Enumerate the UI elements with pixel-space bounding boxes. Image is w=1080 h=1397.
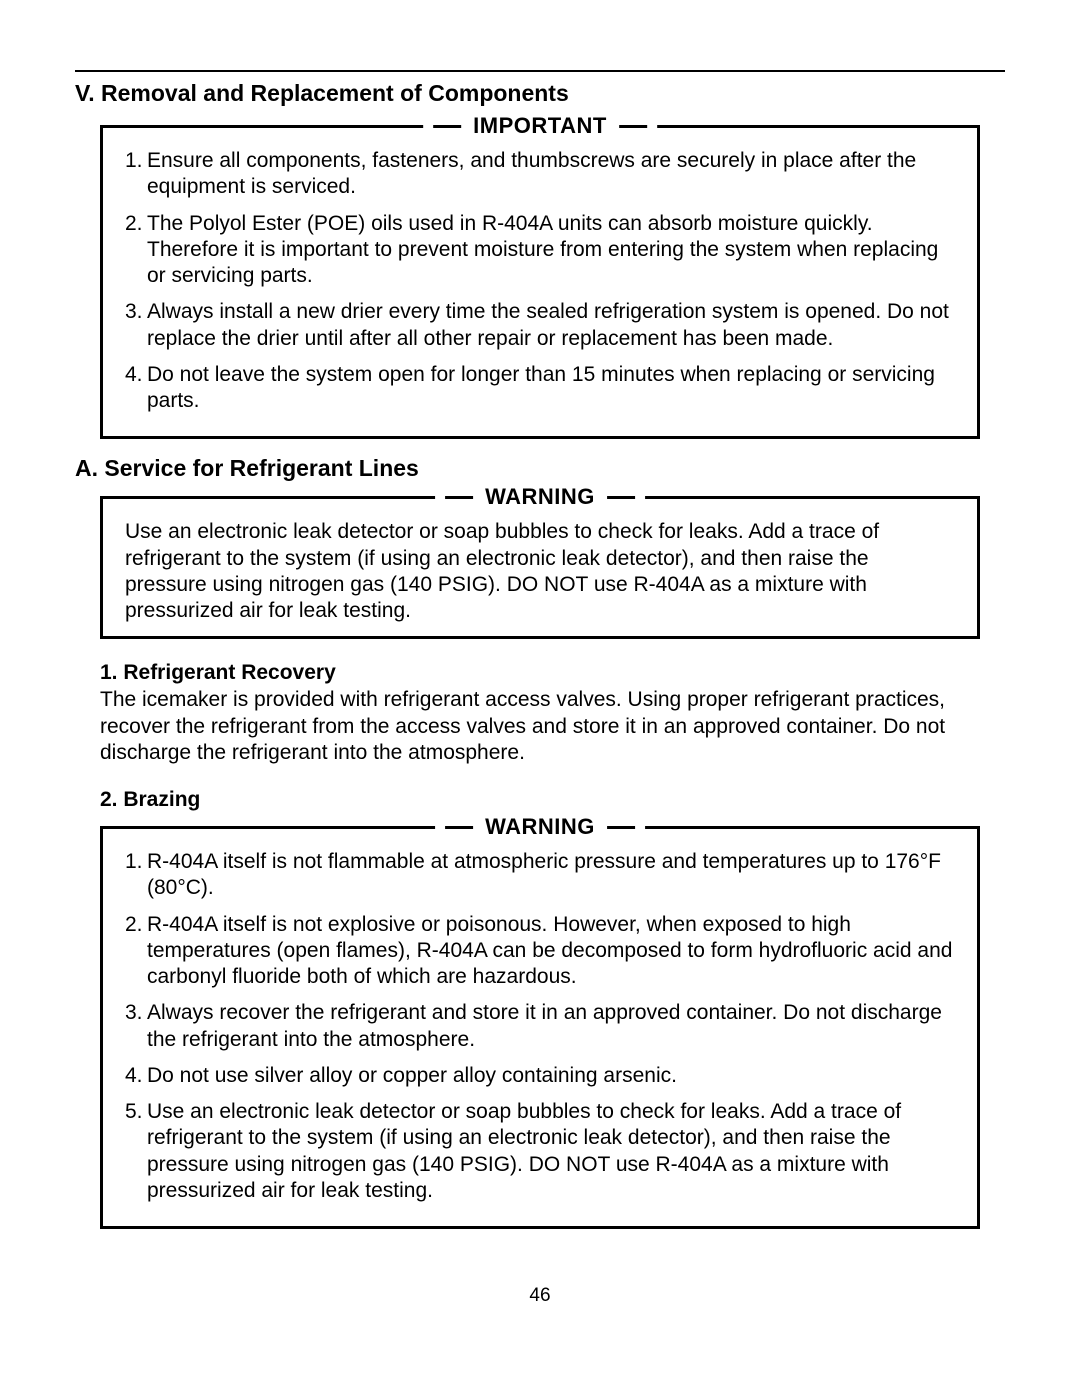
important-title: IMPORTANT [423,113,657,139]
warning-title-1: WARNING [435,484,645,510]
page-number: 46 [75,1285,1005,1307]
section-heading: V. Removal and Replacement of Components [75,80,1005,107]
important-list: 1.Ensure all components, fasteners, and … [125,148,955,414]
warning-callout-1: WARNING Use an electronic leak detector … [100,496,980,639]
warning2-item: 1.R-404A itself is not flammable at atmo… [125,849,955,902]
important-callout: IMPORTANT 1.Ensure all components, faste… [100,125,980,439]
warning-title-2: WARNING [435,814,645,840]
warning2-list: 1.R-404A itself is not flammable at atmo… [125,849,955,1204]
warning-callout-2: WARNING 1.R-404A itself is not flammable… [100,826,980,1229]
item1-text: The icemaker is provided with refrigeran… [100,687,980,766]
important-item: 1.Ensure all components, fasteners, and … [125,148,955,201]
important-item: 3.Always install a new drier every time … [125,299,955,352]
warning2-item: 4.Do not use silver alloy or copper allo… [125,1063,955,1089]
warning2-item: 2.R-404A itself is not explosive or pois… [125,912,955,991]
important-item: 2.The Polyol Ester (POE) oils used in R-… [125,211,955,290]
item1-heading: 1. Refrigerant Recovery [100,661,1005,685]
warning-text-1: Use an electronic leak detector or soap … [125,519,955,624]
important-item: 4.Do not leave the system open for longe… [125,362,955,415]
top-rule [75,70,1005,72]
subsection-a-heading: A. Service for Refrigerant Lines [75,455,1005,482]
warning2-item: 3.Always recover the refrigerant and sto… [125,1000,955,1053]
item2-heading: 2. Brazing [100,788,1005,812]
warning2-item: 5.Use an electronic leak detector or soa… [125,1099,955,1204]
